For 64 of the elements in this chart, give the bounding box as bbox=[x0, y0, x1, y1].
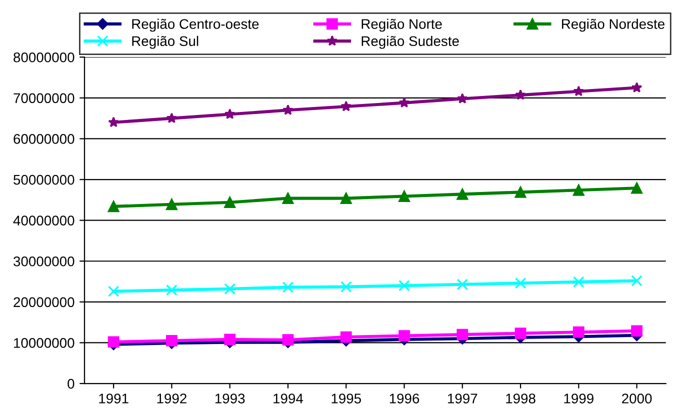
legend-label: Região Sudeste bbox=[362, 36, 459, 49]
y-tick-label: 10000000 bbox=[14, 338, 74, 348]
y-tick-label: 0 bbox=[68, 378, 74, 389]
point bbox=[398, 280, 410, 292]
point bbox=[166, 334, 178, 346]
point bbox=[108, 286, 120, 298]
point bbox=[340, 281, 352, 293]
legend-label: Região Nordeste bbox=[562, 18, 664, 32]
x-tick-label: 2000 bbox=[622, 394, 652, 404]
x-tick-label: 1991 bbox=[99, 394, 128, 404]
point bbox=[340, 331, 352, 343]
point bbox=[108, 200, 120, 212]
point bbox=[224, 283, 236, 295]
point bbox=[282, 334, 294, 346]
point bbox=[572, 326, 584, 338]
point bbox=[398, 97, 410, 108]
y-tick-label: 60000000 bbox=[14, 134, 74, 144]
point bbox=[631, 275, 642, 286]
point bbox=[515, 89, 526, 100]
x-tick-label: 1992 bbox=[157, 394, 186, 404]
point bbox=[631, 82, 642, 92]
point bbox=[224, 334, 236, 346]
legend-label: Região Norte bbox=[362, 18, 442, 32]
point bbox=[398, 190, 410, 202]
point bbox=[398, 330, 410, 342]
point bbox=[282, 104, 294, 115]
point bbox=[514, 328, 526, 340]
point bbox=[514, 186, 526, 198]
y-tick-label: 50000000 bbox=[14, 174, 74, 185]
point bbox=[340, 100, 352, 112]
point bbox=[166, 198, 178, 210]
x-tick-label: 1997 bbox=[448, 394, 478, 404]
point bbox=[166, 112, 178, 124]
point bbox=[456, 188, 468, 200]
legend-label: Região Sul bbox=[132, 36, 198, 49]
point bbox=[282, 282, 294, 293]
point bbox=[573, 86, 584, 96]
x-tick-label: 1993 bbox=[215, 394, 245, 404]
point bbox=[282, 192, 294, 204]
point bbox=[108, 336, 120, 348]
point bbox=[224, 196, 236, 208]
y-tick-label: 40000000 bbox=[13, 216, 74, 226]
x-tick-label: 1996 bbox=[390, 394, 420, 404]
x-tick-label: 1998 bbox=[506, 394, 536, 404]
legend-label: Região Centro-oeste bbox=[132, 18, 259, 32]
x-tick-label: 1994 bbox=[274, 394, 304, 404]
point bbox=[631, 325, 642, 337]
y-tick-label: 70000000 bbox=[14, 93, 74, 104]
y-tick-label: 80000000 bbox=[14, 52, 74, 62]
point bbox=[572, 276, 584, 288]
y-tick-label: 30000000 bbox=[14, 256, 74, 266]
point bbox=[456, 328, 468, 340]
point bbox=[340, 192, 352, 204]
x-tick-label: 1999 bbox=[564, 394, 594, 404]
point bbox=[108, 116, 120, 128]
point bbox=[572, 184, 584, 196]
point bbox=[456, 93, 468, 104]
x-tick-label: 1995 bbox=[332, 394, 361, 404]
y-tick-label: 20000000 bbox=[14, 297, 74, 308]
point bbox=[224, 108, 236, 120]
point bbox=[166, 284, 178, 296]
point bbox=[631, 182, 642, 194]
point bbox=[456, 278, 468, 290]
point bbox=[514, 277, 526, 289]
